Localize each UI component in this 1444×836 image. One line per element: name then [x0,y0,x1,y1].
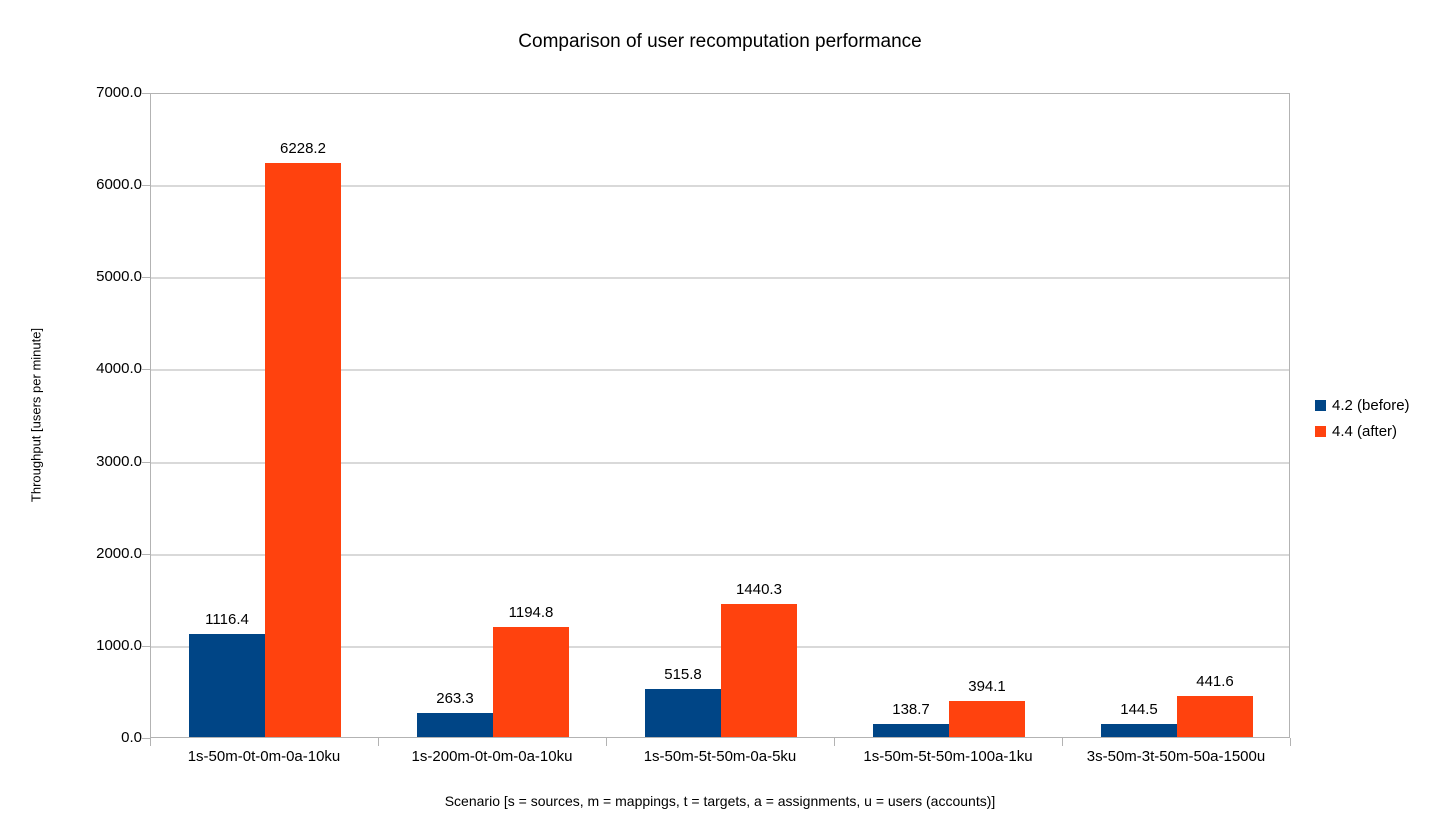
legend-item: 4.2 (before) [1315,397,1410,414]
bar-value-label: 394.1 [968,677,1006,695]
y-tick-mark [142,369,150,371]
x-tick-mark [150,738,151,746]
y-tick-label: 2000.0 [96,544,142,562]
plot-area: 1116.4 6228.2 263.3 1194.8 515.8 1440.3 138.7 3… [150,93,1290,738]
y-tick-label: 1000.0 [96,636,142,654]
x-tick-mark [378,738,379,746]
x-category-label: 1s-50m-0t-0m-0a-10ku [187,748,341,765]
x-tick-mark [1290,738,1291,746]
bar-value-label: 144.5 [1120,700,1158,718]
bar-value-label: 1116.4 [205,611,249,629]
y-gridline [151,645,1289,648]
legend: 4.2 (before) 4.4 (after) [1315,397,1410,449]
y-tick-label: 6000.0 [96,176,142,194]
x-tick-mark [834,738,835,746]
y-tick-mark [142,277,150,279]
bar-4-4-after--cat2 [493,626,569,737]
x-axis-title: Scenario [s = sources, m = mappings, t =… [444,793,996,809]
y-gridline [151,553,1289,556]
y-tick-mark [142,553,150,555]
y-gridline [151,185,1289,188]
bar-value-label: 1440.3 [736,581,782,599]
y-gridline [151,369,1289,372]
y-tick-label: 5000.0 [96,268,142,286]
y-gridline [151,461,1289,464]
bar-value-label: 263.3 [436,689,474,707]
x-category-label: 1s-50m-5t-50m-100a-1ku [863,748,1033,765]
bar-value-label: 6228.2 [280,140,326,158]
bar-4-2-before--cat1 [189,634,265,737]
bar-value-label: 1194.8 [508,603,554,621]
legend-item: 4.4 (after) [1315,423,1410,440]
bar-4-2-before--cat3 [645,689,721,737]
bar-4-4-after--cat3 [721,604,797,737]
y-tick-label: 3000.0 [96,452,142,470]
bar-4-4-after--cat4 [949,700,1025,737]
y-tick-label: 7000.0 [96,84,142,101]
x-category-label: 1s-200m-0t-0m-0a-10ku [411,748,573,765]
x-category-label: 3s-50m-3t-50m-50a-1500u [1086,748,1266,765]
bar-value-label: 138.7 [892,701,930,719]
y-tick-mark [142,93,150,94]
legend-swatch-series-1 [1315,400,1326,411]
y-tick-mark [142,185,150,187]
legend-label-series-1: 4.2 (before) [1332,397,1410,414]
bar-4-4-after--cat1 [265,163,341,737]
bar-4-2-before--cat4 [873,724,949,737]
x-tick-mark [1062,738,1063,746]
x-category-label: 1s-50m-5t-50m-0a-5ku [643,748,797,765]
legend-label-series-2: 4.4 (after) [1332,423,1398,440]
chart-title: Comparison of user recomputation perform… [518,31,922,52]
bar-4-4-after--cat5 [1177,696,1253,737]
y-axis-title: Throughput [users per minute] [28,327,44,503]
bar-value-label: 515.8 [664,666,702,684]
x-tick-mark [606,738,607,746]
legend-swatch-series-2 [1315,426,1326,437]
y-gridline [151,277,1289,280]
y-tick-label: 4000.0 [96,360,142,378]
y-tick-mark [142,645,150,647]
y-tick-label: 0.0 [121,729,142,746]
bar-4-2-before--cat2 [417,712,493,737]
bar-4-2-before--cat5 [1101,723,1177,737]
bar-value-label: 441.6 [1196,673,1234,691]
y-tick-mark [142,461,150,463]
y-tick-mark [142,738,150,739]
